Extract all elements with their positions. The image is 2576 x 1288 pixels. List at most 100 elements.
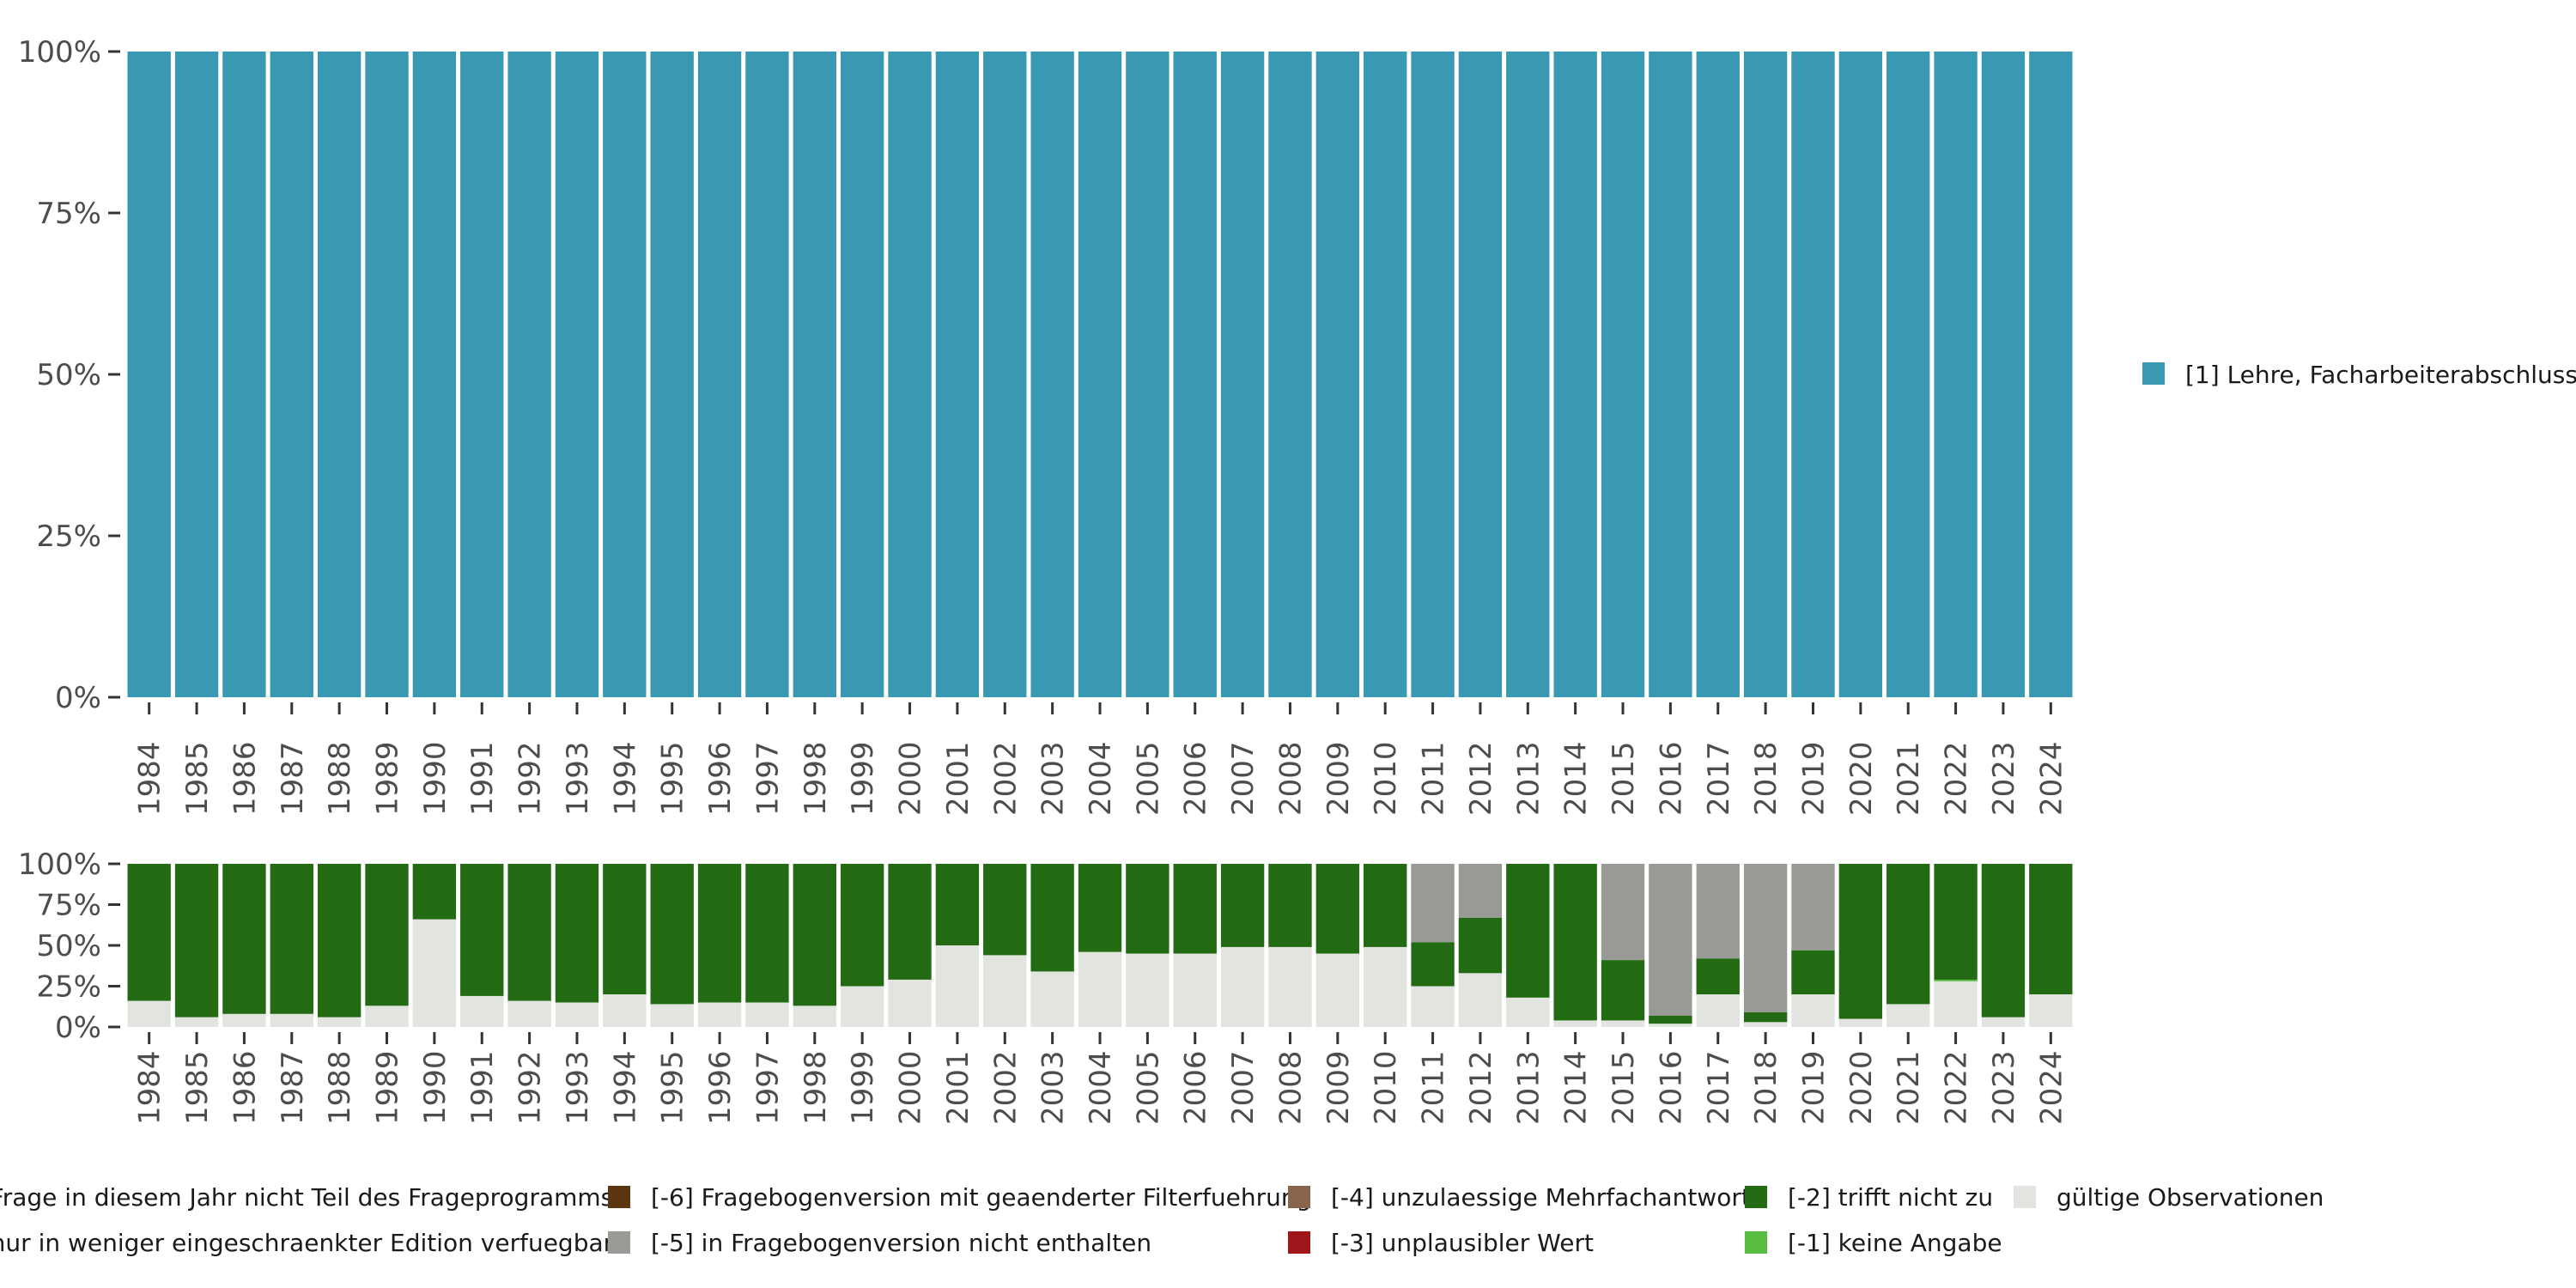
bottom-bar-2016 [1649,1015,1692,1024]
bottom-bar-2001 [935,864,980,945]
bottom-bar-1989 [365,1005,409,1027]
bottom-bar-2004 [1078,951,1122,1027]
bottom-bar-1987 [270,1013,313,1027]
bottom-bar-2007 [1220,946,1265,1027]
top-bar-2001 [935,52,980,697]
bottom-bar-2000 [888,864,932,980]
bottom-bar-2020 [1838,864,1883,1019]
top-x-tick-label: 2021 [1892,741,1926,816]
bottom-bar-2006 [1173,953,1217,1027]
bottom-bar-2024 [2029,994,2073,1027]
bottom-x-tick-label: 2009 [1321,1050,1356,1125]
top-bar-2010 [1364,52,1407,697]
bottom-bar-2015 [1601,960,1645,1021]
bottom-bar-1985 [174,1017,219,1027]
top-x-tick-label: 2020 [1844,741,1879,816]
top-bar-2007 [1220,52,1265,697]
top-x-tick-label: 1987 [276,741,310,816]
bottom-bar-2007 [1220,864,1265,947]
bottom-bar-2008 [1268,946,1312,1027]
bottom-bar-1994 [603,994,647,1027]
top-bar-1986 [222,52,266,697]
bottom-bar-1984 [127,1000,171,1027]
bottom-x-tick-label: 1996 [703,1050,738,1125]
top-x-tick-label: 2013 [1511,741,1546,816]
bottom-bar-2011 [1411,864,1455,943]
bottom-x-tick-label: 2019 [1796,1050,1831,1125]
bottom-x-tick-label: 2020 [1844,1050,1879,1125]
bottom-x-tick-label: 1985 [180,1050,215,1125]
bottom-bar-1988 [317,1017,361,1027]
bottom-x-tick-label: 1995 [656,1050,690,1125]
top-x-tick-label: 1984 [133,741,167,816]
bottom-bar-1990 [412,864,457,920]
bottom-bar-1993 [555,1002,599,1027]
top-bars [127,52,2073,697]
top-x-tick-label: 2002 [988,741,1023,816]
top-bar-1985 [174,52,219,697]
bottom-bar-2016 [1649,864,1692,1016]
bottom-x-tick-label: 1999 [846,1050,880,1125]
top-x-tick-label: 2011 [1417,741,1451,816]
top-x-tick-label: 1989 [371,741,405,816]
top-bar-1996 [697,52,742,697]
bottom-bar-1987 [270,864,313,1014]
bottom-bar-2000 [888,979,932,1027]
bottom-bar-2012 [1458,917,1503,974]
top-bar-2014 [1553,52,1597,697]
top-bar-2021 [1886,52,1930,697]
bottom-x-tick-label: 1986 [228,1050,262,1125]
bottom-x-tick-label: 1988 [323,1050,357,1125]
top-x-tick-label: 2015 [1607,741,1641,816]
top-bar-2019 [1791,52,1835,697]
bottom-y-tick-label: 25% [36,970,101,1005]
top-y-tick-label: 0% [55,681,101,715]
top-bar-1990 [412,52,457,697]
top-x-tick-label: 2017 [1702,741,1736,816]
bottom-bar-2019 [1791,950,1835,994]
bottom-bar-2013 [1506,864,1550,998]
top-x-tick-label: 2001 [941,741,975,816]
bottom-bar-2017 [1696,864,1740,959]
top-x-tick-label: 2000 [894,741,928,816]
bottom-bar-1992 [507,864,551,1001]
bottom-x-tick-label: 1997 [750,1050,785,1125]
bottom-bar-1989 [365,864,409,1006]
legend-label: [-2] trifft nicht zu [1788,1183,1993,1212]
bottom-bar-2012 [1458,864,1503,918]
legend-label: [-8] Frage in diesem Jahr nicht Teil des… [0,1183,613,1212]
bottom-bar-1985 [174,864,219,1018]
bottom-bar-1991 [460,864,504,996]
bottom-bar-2021 [1886,1004,1930,1027]
bottom-y-tick-label: 100% [18,848,101,882]
bottom-x-tick-label: 1994 [608,1050,642,1125]
bottom-x-tick-label: 2010 [1369,1050,1403,1125]
bottom-bar-1995 [650,1004,694,1027]
top-y-axis: 0% 25% 50% 75% 100% [18,35,120,715]
top-bar-2012 [1458,52,1503,697]
bottom-x-tick-label: 2013 [1511,1050,1546,1125]
legend-label: [-6] Fragebogenversion mit geaenderter F… [651,1183,1311,1212]
bottom-bar-1995 [650,864,694,1005]
top-x-tick-label: 1988 [323,741,357,816]
bottom-bar-2016 [1649,1024,1692,1027]
legend-label: [1] Lehre, Facharbeiterabschluss [2185,361,2576,389]
bottom-bar-2017 [1696,958,1740,994]
top-y-tick-label: 75% [36,197,101,231]
bottom-bar-2024 [2029,864,2073,994]
bottom-bar-1988 [317,864,361,1018]
top-x-tick-label: 2019 [1796,741,1831,816]
top-x-tick-label: 1999 [846,741,880,816]
top-y-tick-label: 100% [18,35,101,70]
top-bar-1989 [365,52,409,697]
top-x-tick-label: 1993 [561,741,595,816]
top-x-tick-label: 1996 [703,741,738,816]
top-x-tick-label: 2023 [1987,741,2021,816]
top-bar-2004 [1078,52,1122,697]
top-x-tick-label: 2018 [1749,741,1783,816]
top-bar-2018 [1743,52,1788,697]
bottom-x-tick-label: 2008 [1273,1050,1308,1125]
bottom-y-axis: 0% 25% 50% 75% 100% [18,848,120,1045]
bottom-bar-1996 [697,864,742,1003]
